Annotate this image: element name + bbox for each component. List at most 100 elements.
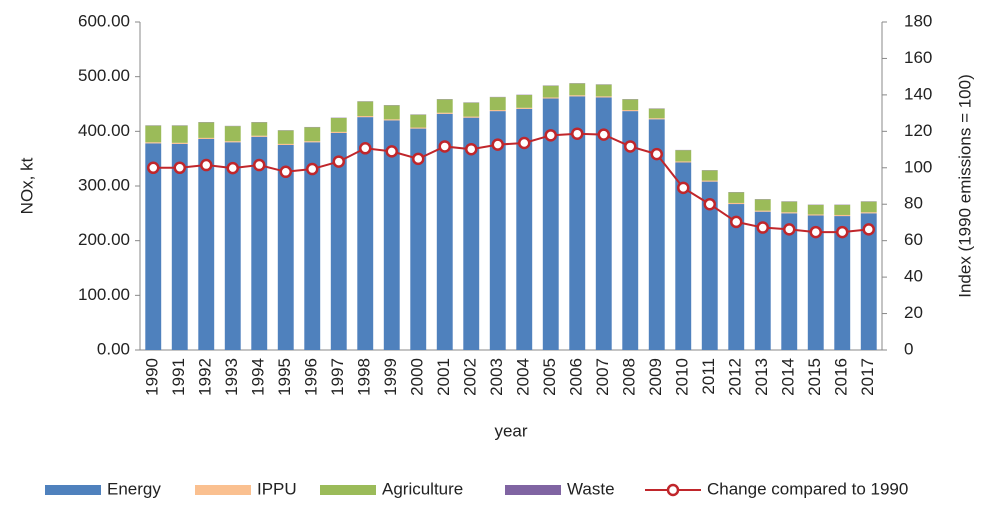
x-tick-label: 2008 xyxy=(620,358,639,396)
legend-label: IPPU xyxy=(257,479,297,498)
legend-swatch xyxy=(195,485,251,495)
y2-tick-label: 0 xyxy=(904,339,913,358)
bar-segment xyxy=(728,192,744,203)
bar-segment xyxy=(861,212,877,213)
x-tick-label: 2011 xyxy=(699,358,718,395)
x-tick-label: 1990 xyxy=(143,358,162,396)
line-marker xyxy=(678,183,688,193)
line-marker xyxy=(837,227,847,237)
bar-segment xyxy=(172,126,188,143)
x-tick-label: 2014 xyxy=(779,358,798,396)
x-tick-label: 2015 xyxy=(805,358,824,396)
bar-segment xyxy=(808,205,824,215)
bar-segment xyxy=(225,141,241,142)
x-tick-label: 1997 xyxy=(328,358,347,396)
line-marker xyxy=(440,141,450,151)
line-marker xyxy=(387,146,397,156)
bar-segment xyxy=(357,116,373,117)
bar-segment xyxy=(649,109,665,119)
bar-segment xyxy=(569,84,585,96)
x-tick-label: 2012 xyxy=(726,358,745,396)
line-marker xyxy=(625,141,635,151)
bar-segment xyxy=(463,117,479,118)
bar-segment xyxy=(198,122,214,138)
y2-tick-label: 80 xyxy=(904,194,923,213)
y2-tick-label: 100 xyxy=(904,157,932,176)
bar-segment xyxy=(304,127,320,141)
line-marker xyxy=(572,129,582,139)
line-marker xyxy=(148,163,158,173)
bar-segment xyxy=(755,211,771,212)
line-marker xyxy=(758,223,768,233)
bar-segment xyxy=(490,97,506,110)
y2-axis-title: Index (1990 emissions = 100) xyxy=(955,74,974,298)
line-marker xyxy=(201,160,211,170)
line-marker xyxy=(493,140,503,150)
bar-segment xyxy=(516,108,532,109)
bar-segment xyxy=(834,215,850,216)
y-tick-label: 200.00 xyxy=(78,230,130,249)
legend-label: Change compared to 1990 xyxy=(707,479,908,498)
line-marker xyxy=(307,164,317,174)
x-tick-label: 1994 xyxy=(249,358,268,396)
bar-segment xyxy=(437,113,453,114)
line-marker xyxy=(519,138,529,148)
x-tick-label: 1992 xyxy=(196,358,215,396)
line-marker xyxy=(228,163,238,173)
bar-segment xyxy=(357,102,373,116)
x-tick-label: 2001 xyxy=(434,358,453,396)
x-tick-label: 2007 xyxy=(593,358,612,396)
bar-segment xyxy=(861,202,877,213)
bar-segment xyxy=(331,132,347,133)
y2-tick-label: 160 xyxy=(904,48,932,67)
line-marker xyxy=(599,130,609,140)
x-tick-label: 1993 xyxy=(222,358,241,396)
bar-segment xyxy=(543,97,559,98)
legend-marker xyxy=(668,485,678,495)
legend-label: Agriculture xyxy=(382,479,463,498)
y2-tick-label: 40 xyxy=(904,267,923,286)
bar-segment xyxy=(675,150,691,161)
legend-swatch xyxy=(45,485,101,495)
bar-segment xyxy=(622,110,638,111)
line-marker xyxy=(546,130,556,140)
x-axis-title: year xyxy=(494,421,527,440)
bar-segment xyxy=(304,141,320,142)
bar-segment xyxy=(808,214,824,215)
bar-segment xyxy=(728,203,744,204)
bar-segment xyxy=(410,128,426,129)
y-tick-label: 100.00 xyxy=(78,285,130,304)
bar-segment xyxy=(516,95,532,108)
y-tick-label: 500.00 xyxy=(78,66,130,85)
line-marker xyxy=(175,163,185,173)
bar-segment xyxy=(172,143,188,144)
bar-segment xyxy=(781,212,797,213)
bar-segment xyxy=(225,126,241,141)
bar-segment xyxy=(543,86,559,98)
x-tick-label: 1991 xyxy=(169,358,188,396)
bar-segment xyxy=(384,119,400,120)
bar-segment xyxy=(145,126,161,143)
x-tick-label: 2006 xyxy=(567,358,586,396)
bar-segment xyxy=(410,115,426,128)
bar-segment xyxy=(834,205,850,215)
bar-segment xyxy=(702,181,718,182)
line-marker xyxy=(731,217,741,227)
bar-segment xyxy=(437,99,453,112)
bar-segment xyxy=(278,144,294,145)
line-marker xyxy=(652,149,662,159)
bar-segment xyxy=(145,143,161,350)
x-tick-label: 2003 xyxy=(487,358,506,396)
x-tick-label: 2017 xyxy=(858,358,877,396)
line-marker xyxy=(281,167,291,177)
bar-segment xyxy=(463,103,479,117)
line-marker xyxy=(254,160,264,170)
legend-swatch xyxy=(320,485,376,495)
bar-segment xyxy=(755,199,771,210)
line-marker xyxy=(413,154,423,164)
line-marker xyxy=(705,199,715,209)
x-tick-label: 2013 xyxy=(752,358,771,396)
bar-segment xyxy=(702,170,718,180)
bar-segment xyxy=(622,99,638,110)
bar-segment xyxy=(331,118,347,132)
